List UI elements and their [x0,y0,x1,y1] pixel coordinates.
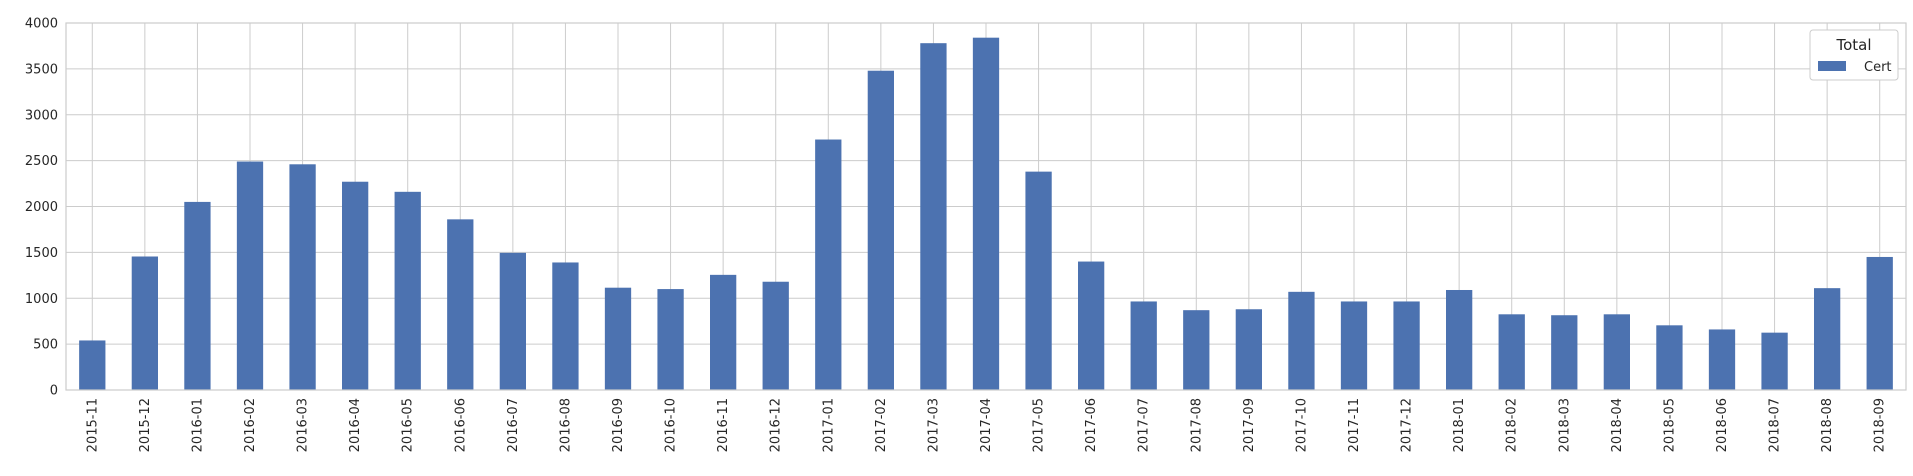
bars [79,37,1893,391]
bar-2017-08 [1183,310,1210,390]
bar-2015-12 [131,256,158,390]
bar-2017-12 [1393,301,1420,390]
x-tick-label: 2016-06 [453,398,468,452]
bar-2017-09 [1235,309,1262,390]
bar-2018-06 [1708,329,1736,390]
x-tick-label: 2017-05 [1032,398,1047,452]
bar-2017-10 [1288,291,1315,390]
y-tick-label: 2500 [25,154,58,169]
x-tick-label: 2017-02 [874,398,889,452]
bar-2016-04 [342,181,369,390]
bar-2018-05 [1656,325,1683,390]
y-tick-label: 3000 [25,108,58,123]
y-tick-label: 4000 [25,17,58,32]
x-tick-label: 2016-10 [664,398,679,452]
bar-2016-12 [762,281,789,390]
bar-2016-05 [394,191,421,390]
x-tick-label: 2018-01 [1452,398,1467,452]
x-tick-labels: 2015-11 2015-12 2016-01 2016-02 2016-03 2016-… [85,398,1887,452]
bar-2016-06 [447,219,474,390]
bar-2018-07 [1761,332,1788,390]
x-tick-label: 2018-09 [1873,398,1888,452]
x-tick-label: 2016-08 [558,398,573,452]
bar-2016-07 [499,252,526,390]
bar-2018-08 [1814,288,1841,390]
x-tick-label: 2015-11 [85,398,100,452]
y-tick-label: 3500 [25,62,58,77]
x-tick-label: 2017-08 [1189,398,1204,452]
x-tick-label: 2017-01 [821,398,836,452]
x-tick-label: 2017-11 [1347,398,1362,452]
bar-2016-09 [604,287,632,390]
x-tick-label: 2018-06 [1715,398,1730,452]
bar-2015-11 [79,340,106,390]
bar-2017-03 [920,43,947,391]
y-tick-labels: 0 500 1000 1500 2000 2500 3000 3500 4000 [25,17,58,399]
bar-2017-05 [1025,171,1052,390]
x-tick-label: 2017-12 [1400,398,1415,452]
bar-2018-03 [1551,315,1578,390]
x-tick-label: 2018-05 [1662,398,1677,452]
x-tick-label: 2018-04 [1610,398,1625,452]
x-tick-label: 2016-04 [348,398,363,452]
bar-2017-01 [815,139,842,390]
bar-2016-02 [236,161,264,390]
x-tick-label: 2016-09 [611,398,626,452]
x-tick-label: 2018-07 [1768,398,1783,452]
bar-2018-09 [1866,256,1893,390]
x-tick-label: 2016-03 [296,398,311,452]
x-tick-label: 2017-04 [979,398,994,452]
x-tick-label: 2017-03 [926,398,941,452]
x-tick-label: 2016-07 [506,398,521,452]
bar-2017-04 [972,37,1000,391]
x-tick-label: 2015-12 [138,398,153,452]
x-tick-label: 2016-02 [243,398,258,452]
plot-frame [65,22,1907,391]
bar-2018-04 [1603,314,1630,390]
x-tick-label: 2016-12 [769,398,784,452]
bar-2017-11 [1340,301,1368,390]
bar-2017-06 [1078,261,1105,390]
bar-2018-02 [1498,314,1525,390]
legend-swatch-cert [1818,61,1846,71]
bar-2017-02 [867,70,894,391]
bar-2018-01 [1446,289,1473,390]
x-tick-label: 2016-01 [190,398,205,452]
x-tick-label: 2016-05 [401,398,416,452]
bar-2016-01 [184,201,211,390]
x-tick-label: 2016-11 [716,398,731,452]
bar-2016-10 [657,289,684,390]
bar-2016-08 [552,262,579,390]
x-tick-label: 2018-08 [1820,398,1835,452]
legend: Total Cert [1809,29,1899,81]
legend-title: Total [1835,36,1871,54]
x-tick-label: 2017-10 [1294,398,1309,452]
y-tick-label: 1000 [25,292,58,307]
bar-2016-11 [710,274,737,390]
y-tick-label: 2000 [25,200,58,215]
x-tick-label: 2017-06 [1084,398,1099,452]
y-tick-label: 0 [50,384,58,399]
y-tick-label: 1500 [25,246,58,261]
x-tick-label: 2018-03 [1557,398,1572,452]
bar-2017-07 [1130,301,1157,390]
bar-2016-03 [289,164,316,390]
x-tick-label: 2017-07 [1137,398,1152,452]
x-tick-label: 2017-09 [1242,398,1257,452]
y-tick-label: 500 [33,338,58,353]
legend-label-cert: Cert [1864,60,1892,75]
x-tick-label: 2018-02 [1505,398,1520,452]
